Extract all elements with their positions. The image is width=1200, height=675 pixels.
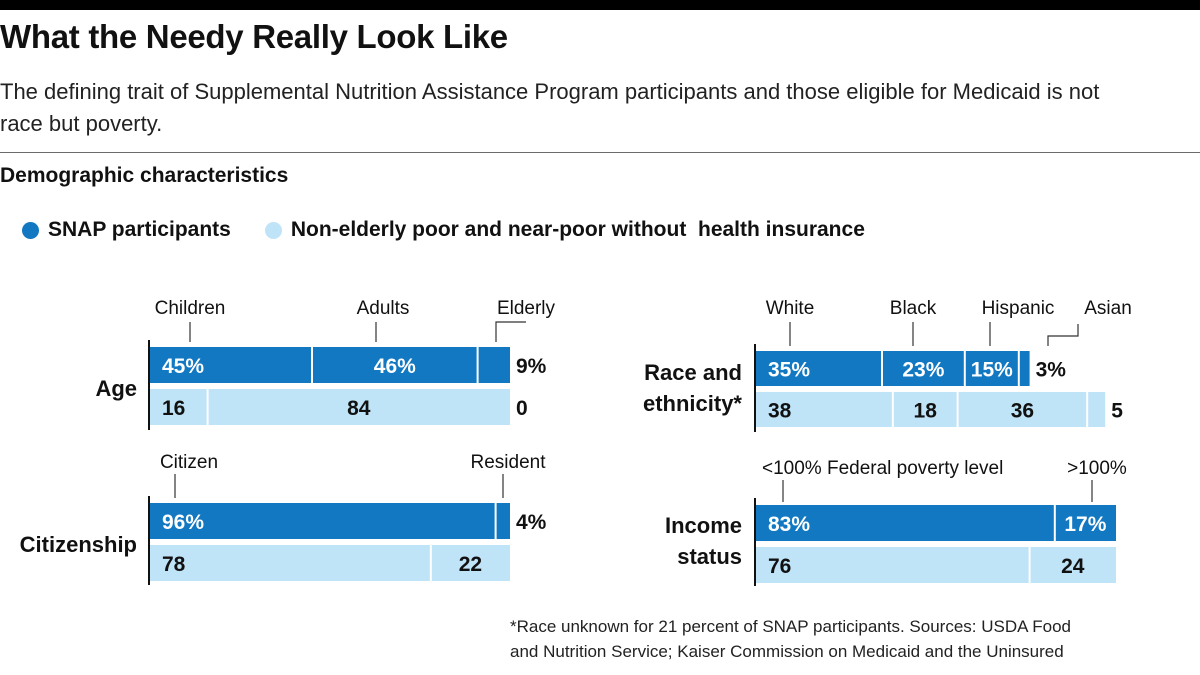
panel-0-label-snap-0: 45% [162,355,204,378]
panel-0-label-uninsured-0: 16 [162,397,185,420]
panel-2-label-uninsured-1: 18 [914,400,938,423]
panel-2-bar-snap-3 [1018,351,1030,386]
panel-2-label-snap-2: 15% [971,359,1013,382]
legend-swatch-snap [22,221,39,239]
panel-2-label-uninsured-2: 36 [1011,400,1034,423]
panel-1-label-uninsured-1: 22 [459,553,482,576]
panel-2-label-snap-0: 35% [768,359,810,382]
panel-1-bar-uninsured-0 [150,545,431,581]
panel-3-title-line-2: status [677,544,742,569]
panel-1-category-0: Citizen [160,452,218,473]
divider [0,152,1200,153]
legend-item-uninsured: Non-elderly poor and near-poor without h… [264,218,865,242]
panel-3-category-1: >100% [1067,458,1127,479]
panel-2-label-snap-1: 23% [902,359,944,382]
panel-0-leader-2 [495,321,526,342]
panel-1-bar-snap-0 [150,503,496,539]
legend-swatch-uninsured [264,221,282,239]
panel-0-label-snap-1: 46% [374,355,416,378]
panel-3-label-snap-0: 83% [768,513,810,536]
panel-2-title-line-2: ethnicity* [643,391,742,416]
section-label: Demographic characteristics [0,164,289,187]
panel-0-bar-uninsured-1 [207,389,510,425]
panel-2-bar-snap-0 [756,351,882,386]
panel-2-label-snap-3: 3% [1036,359,1067,382]
panel-2-bar-uninsured-0 [756,392,893,427]
panel-1-label-uninsured-0: 78 [162,553,186,576]
panel-0-label-uninsured-1: 84 [347,397,371,420]
panel-0-category-0: Children [155,298,226,319]
legend-label-uninsured: Non-elderly poor and near-poor without h… [290,218,865,241]
panel-0-bar-snap-0 [150,347,312,383]
panel-2-category-3: Asian [1084,298,1132,319]
panel-1-title: Citizenship [20,532,137,557]
footnote-line-1: *Race unknown for 21 percent of SNAP par… [510,617,1071,636]
panel-2-title-line-1: Race and [644,360,742,385]
panel-1-bar-uninsured-1 [430,545,510,581]
panel-3-label-uninsured-0: 76 [768,555,791,578]
panel-3-category-0: <100% Federal poverty level [762,458,1003,479]
panel-1-label-snap-0: 96% [162,511,204,534]
panel-3-bar-uninsured-1 [1029,547,1116,583]
chart-title: What the Needy Really Look Like [0,18,508,55]
panel-0-title: Age [95,376,137,401]
panel-0-bar-snap-2 [477,347,510,383]
panel-0-category-2: Elderly [497,298,556,319]
panel-0-label-snap-2: 9% [516,355,547,378]
panel-2-label-uninsured-0: 38 [768,400,792,423]
panel-2-bar-uninsured-3 [1087,392,1106,427]
footnote: *Race unknown for 21 percent of SNAP par… [510,614,1190,664]
panel-2-bar-uninsured-2 [957,392,1088,427]
panel-1-bar-snap-1 [495,503,510,539]
panel-2-category-2: Hispanic [982,298,1055,319]
panel-2-bar-snap-1 [882,351,965,386]
panel-2-leader-3 [1047,324,1079,346]
legend-item-snap: SNAP participants [22,218,231,242]
panel-3-bar-uninsured-0 [756,547,1030,583]
panel-3-bar-snap-1 [1054,505,1116,541]
chart-subtitle: The defining trait of Supplemental Nutri… [0,79,1100,136]
panel-0-label-uninsured-2: 0 [516,397,528,420]
panel-0-bar-snap-1 [312,347,478,383]
panel-1-label-snap-1: 4% [516,511,547,534]
top-bar [0,0,1200,10]
panel-3-label-uninsured-1: 24 [1061,555,1085,578]
footnote-line-2: and Nutrition Service; Kaiser Commission… [510,642,1064,661]
panel-2-bar-uninsured-1 [892,392,958,427]
panel-1-category-1: Resident [471,452,547,473]
panel-2-label-uninsured-3: 5 [1111,400,1123,423]
legend-label-snap: SNAP participants [48,218,231,241]
panel-2-category-1: Black [890,298,937,319]
panel-2-category-0: White [766,298,815,319]
panel-3-title-line-1: Income [665,513,742,538]
panel-3-bar-snap-0 [756,505,1055,541]
panel-3-label-snap-1: 17% [1064,513,1106,536]
panel-0-bar-uninsured-0 [150,389,208,425]
panel-2-bar-snap-2 [964,351,1019,386]
legend: SNAP participants Non-elderly poor and n… [22,218,899,242]
panel-0-category-1: Adults [357,298,410,319]
